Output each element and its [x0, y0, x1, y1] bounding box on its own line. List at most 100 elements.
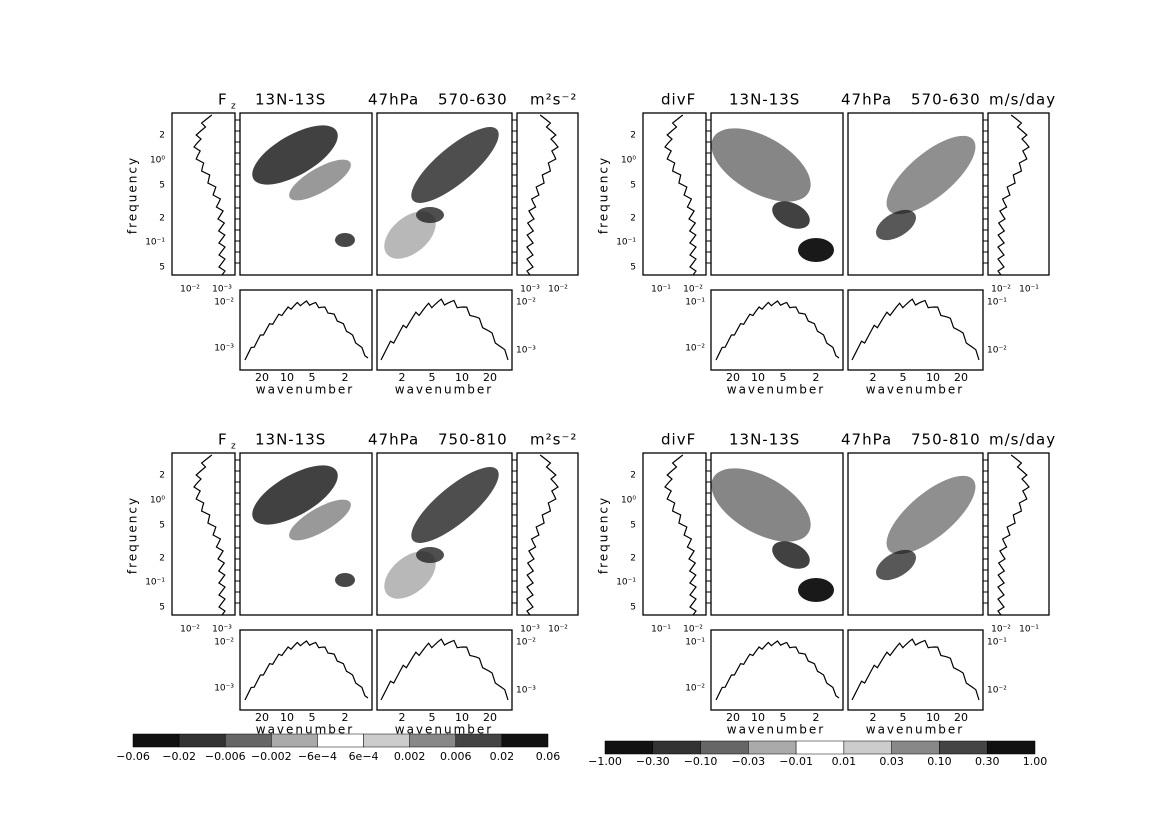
title-unit: m²s⁻² [530, 431, 577, 449]
y-tick-label: 2 [159, 214, 165, 224]
title-subscript: z [231, 102, 236, 112]
x-tick-label: 5 [780, 371, 787, 384]
colorbar-segment [748, 740, 797, 755]
x-tick-label: 5 [900, 711, 907, 724]
spectral-shading [416, 207, 444, 223]
colorbar-label: 0.10 [927, 755, 952, 768]
x-tick-label: 5 [429, 711, 436, 724]
title-variable: F [218, 91, 228, 109]
bottom-tick-label: 10⁻¹ [685, 638, 705, 648]
bottom-spectrum-right [847, 289, 984, 371]
title-period: 570-630 [438, 91, 508, 109]
side-curve [193, 454, 226, 616]
main-spectrum-right [847, 112, 984, 276]
spectral-shading [886, 135, 976, 215]
side-curve [997, 114, 1030, 276]
x-tick-label: 20 [255, 711, 269, 724]
bottom-tick-label: 10⁻² [987, 686, 1007, 696]
y-tick-label: 10⁻¹ [616, 578, 636, 588]
y-tick-label: 5 [159, 521, 165, 531]
colorbar-label: 1.00 [1023, 755, 1048, 768]
y-axis-label: frequency [126, 156, 140, 234]
side-tick-label: 10⁻² [991, 625, 1011, 635]
bottom-curve [244, 640, 369, 701]
bottom-curve [380, 638, 509, 701]
x-tick-label: 10 [455, 371, 469, 384]
spectral-shading [384, 211, 436, 259]
side-tick-label: 10⁻² [548, 625, 568, 635]
title-unit: m²s⁻² [530, 91, 577, 109]
bottom-tick-label: 10⁻³ [214, 344, 234, 354]
side-spectrum-right [516, 112, 579, 276]
y-axis-label: frequency [597, 156, 611, 234]
spectral-shading [384, 551, 436, 599]
x-tick-label: 5 [309, 371, 316, 384]
x-axis-label: wavenumber [256, 383, 355, 397]
colorbar-segment [363, 733, 410, 748]
bottom-tick-label: 10⁻² [685, 684, 705, 694]
x-tick-label: 20 [954, 371, 968, 384]
colorbar-label: −0.006 [205, 750, 246, 763]
main-spectrum-left [710, 112, 844, 276]
x-tick-label: 2 [342, 711, 349, 724]
side-spectrum-left [642, 452, 707, 616]
x-tick-label: 2 [870, 371, 877, 384]
bottom-curve [851, 638, 980, 701]
spectral-shading [886, 475, 976, 555]
bottom-tick-label: 10⁻³ [516, 686, 536, 696]
side-spectrum-left [171, 452, 236, 616]
title-subscript: z [231, 442, 236, 452]
colorbar-segment [604, 740, 654, 755]
bottom-curve [380, 298, 509, 361]
side-tick-label: 10⁻² [180, 625, 200, 635]
colorbar-segment [455, 733, 503, 748]
x-tick-label: 2 [813, 711, 820, 724]
y-tick-label: 10⁻¹ [145, 238, 165, 248]
x-tick-label: 20 [726, 371, 740, 384]
colorbar-label: 0.002 [394, 750, 426, 763]
colorbar-segment [178, 733, 226, 748]
spectral-shading [252, 465, 338, 525]
side-tick-label: 10⁻¹ [651, 285, 671, 295]
colorbar-label: 0.02 [490, 750, 515, 763]
x-tick-label: 10 [751, 371, 765, 384]
side-curve [526, 114, 559, 276]
side-tick-label: 10⁻² [683, 285, 703, 295]
bottom-tick-label: 10⁻¹ [987, 298, 1007, 308]
colorbar-label: 0.03 [879, 755, 904, 768]
x-axis-label: wavenumber [727, 723, 826, 737]
spectral-shading [335, 573, 355, 587]
y-tick-label: 5 [630, 181, 636, 191]
colorbar-label: −1.00 [588, 755, 622, 768]
colorbar-segment [501, 733, 549, 748]
x-tick-label: 20 [726, 711, 740, 724]
y-tick-label: 5 [159, 181, 165, 191]
x-tick-label: 2 [870, 711, 877, 724]
spectral-shading [335, 233, 355, 247]
title-region: 13N-13S [729, 91, 800, 109]
colorbar-segment [271, 733, 318, 748]
y-tick-label: 2 [630, 554, 636, 564]
spectral-shading [411, 467, 499, 543]
title-region: 13N-13S [255, 431, 326, 449]
title-region: 13N-13S [255, 91, 326, 109]
bottom-curve [244, 300, 369, 361]
colorbar-segment [317, 733, 364, 748]
x-tick-label: 20 [954, 711, 968, 724]
colorbar-segment [224, 733, 272, 748]
side-tick-label: 10⁻³ [520, 285, 540, 295]
y-tick-label: 5 [159, 603, 165, 613]
bottom-spectrum-right [376, 289, 513, 371]
spectral-shading [711, 468, 811, 542]
x-axis-label: wavenumber [866, 383, 965, 397]
colorbar-label: −0.03 [731, 755, 765, 768]
colorbar-segment [891, 740, 940, 755]
spectral-shading [289, 159, 351, 201]
colorbar-segment [939, 740, 988, 755]
y-tick-label: 2 [630, 471, 636, 481]
title-variable: divF [661, 431, 696, 449]
colorbar-label: 0.01 [832, 755, 857, 768]
bottom-spectrum-right [376, 629, 513, 711]
